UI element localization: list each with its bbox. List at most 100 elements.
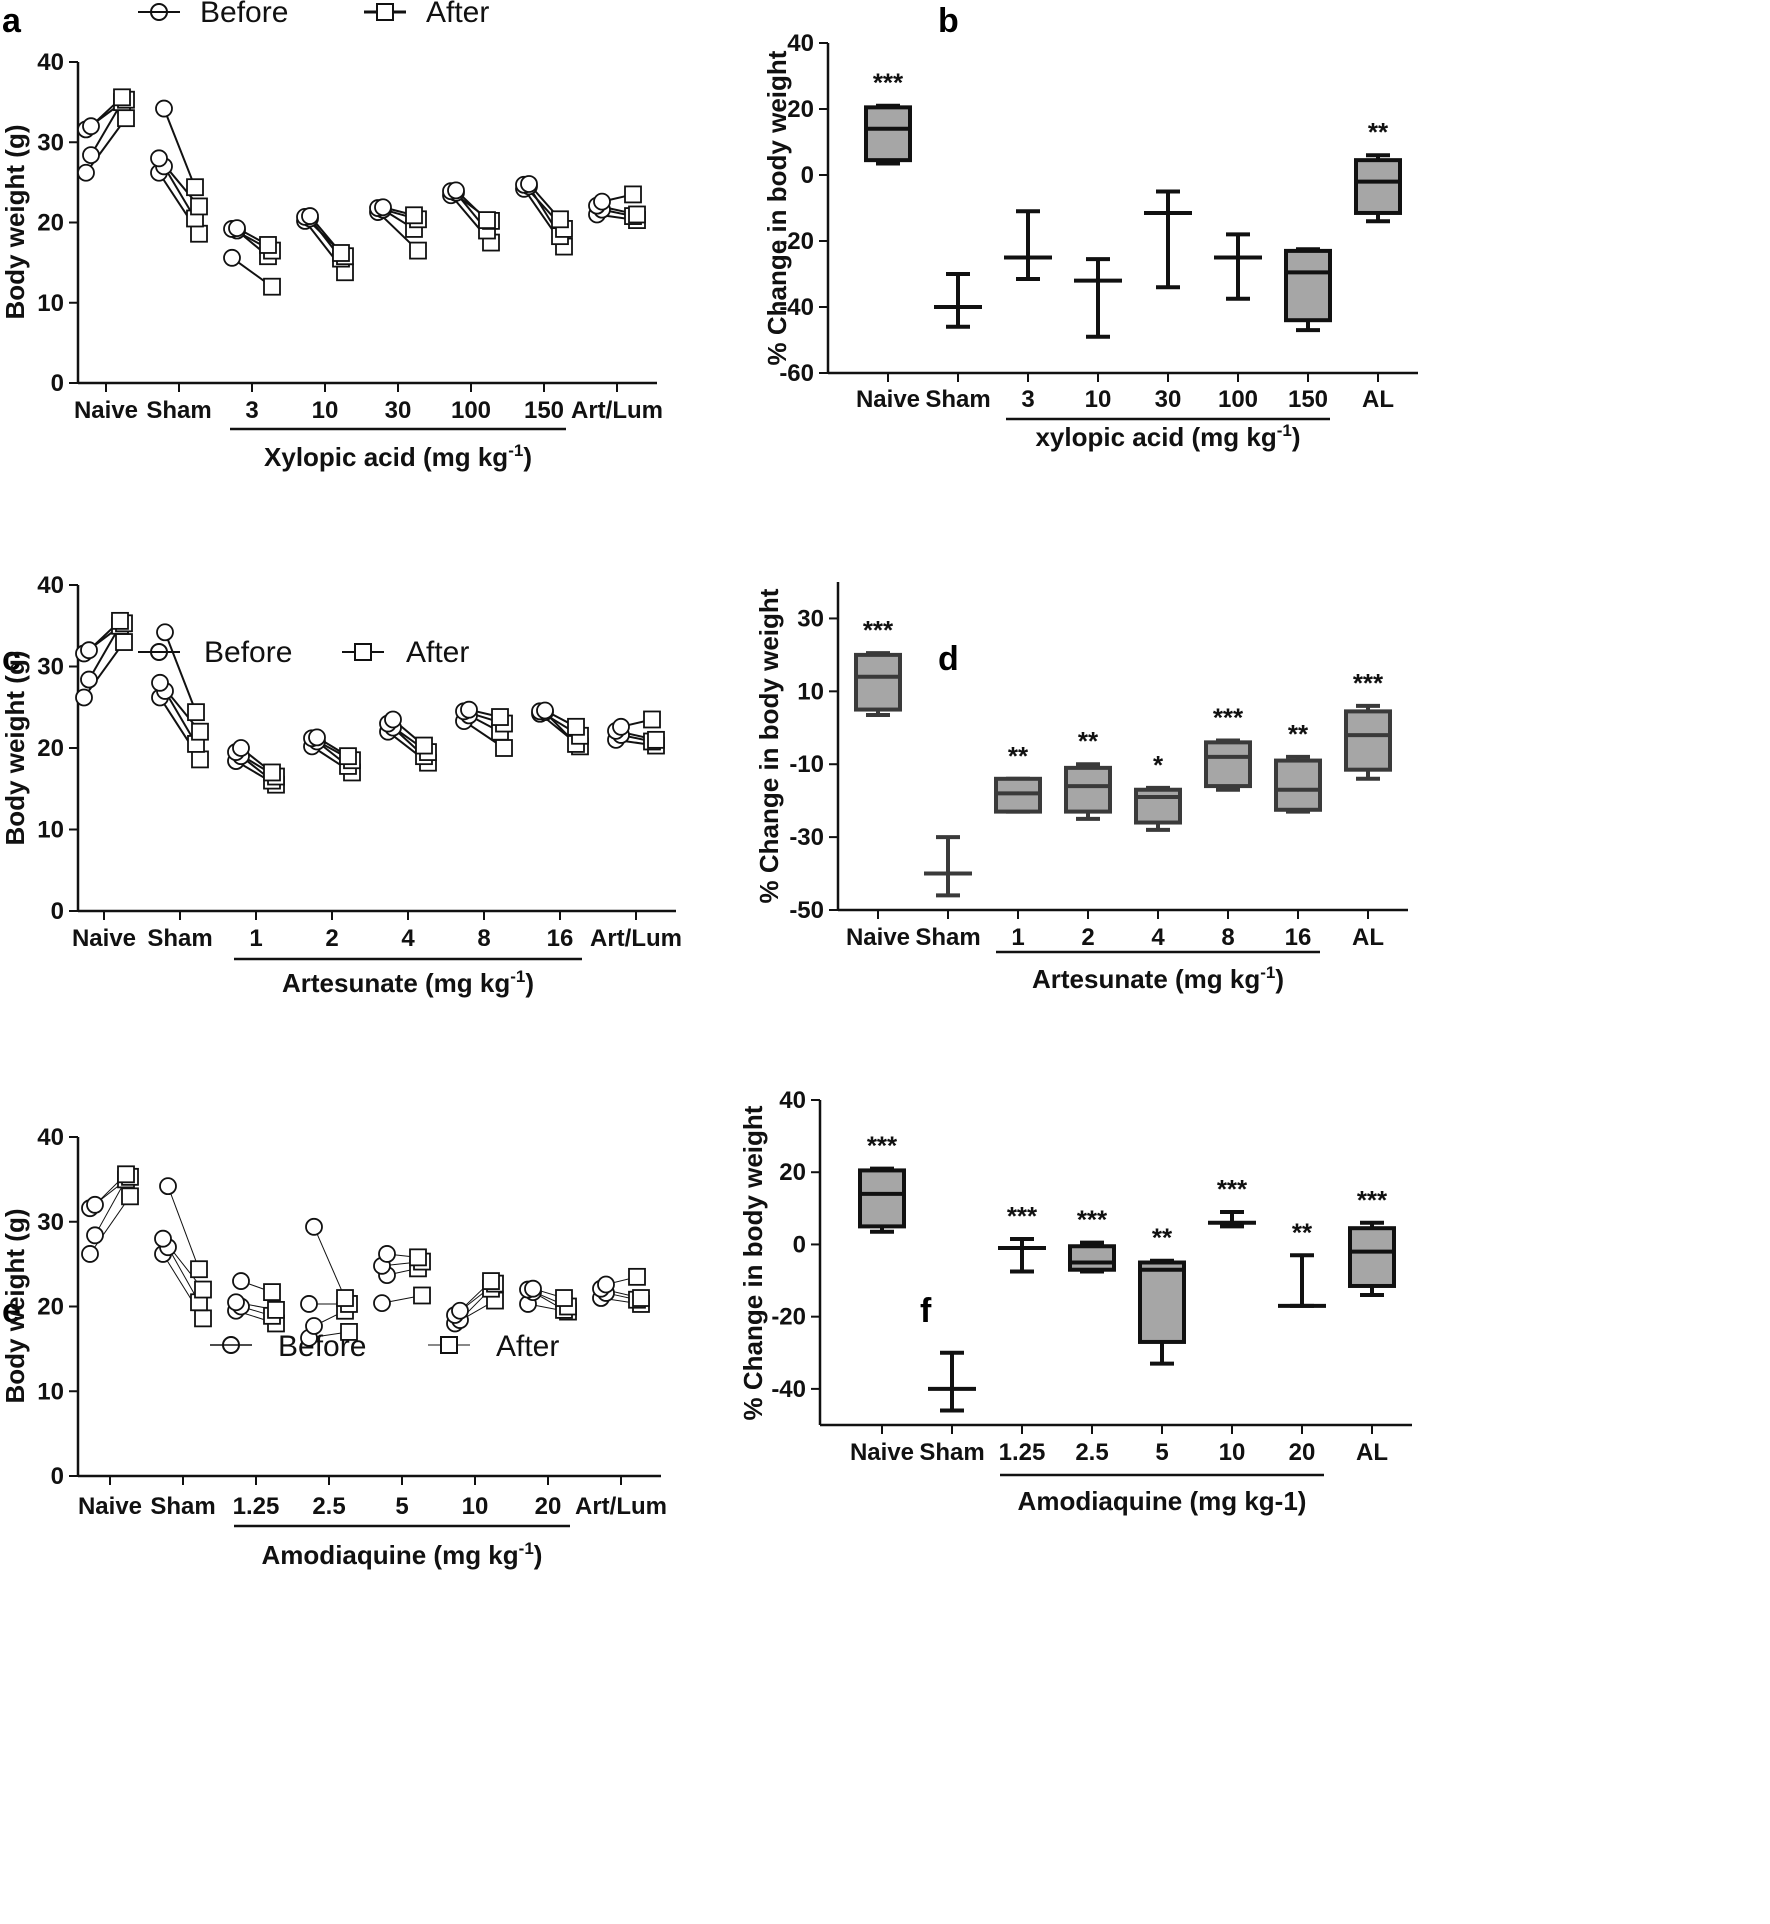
before-point [155, 99, 173, 118]
y-tick-label: 10 [37, 817, 64, 844]
group-label: Artesunate (mg kg-1) [1032, 963, 1284, 994]
boxes-d: ***** *********** [854, 615, 1392, 898]
before-point [154, 1229, 172, 1248]
x-tick-label: 10 [462, 1493, 489, 1520]
x-tick-label: 16 [1285, 924, 1312, 951]
significance-label: * [1153, 750, 1164, 780]
group-label-end: ) [534, 1540, 543, 1570]
x-tick-label: 4 [401, 925, 415, 952]
x-tick-label: 1.25 [233, 1493, 280, 1520]
y-tick-label: 40 [37, 572, 64, 599]
before-point [447, 181, 465, 200]
before-point [308, 728, 326, 747]
y-tick-label: -50 [789, 897, 824, 924]
after-point [186, 178, 204, 197]
after-point [332, 244, 350, 262]
panel-label-b: b [938, 2, 959, 40]
legend-e: Before After [210, 1330, 559, 1363]
box-iqr [1138, 1260, 1186, 1344]
x-tick-label: Sham [147, 925, 212, 952]
box-16: ** [1274, 719, 1322, 814]
after-point [567, 717, 585, 736]
y-tick-label: -30 [789, 824, 824, 851]
y-tick-label: 10 [797, 678, 824, 705]
y-tick-label: 40 [787, 30, 814, 57]
x-tick-label: 16 [547, 925, 574, 952]
x-tick-label: 1.25 [999, 1439, 1046, 1466]
x-tick-label: 30 [1155, 386, 1182, 413]
box-AL: *** [1344, 668, 1392, 781]
axes-f: -40 -20 0 20 40 Naive Sham 1.25 2.5 5 10 20 AL % Chan… [738, 1087, 1412, 1516]
after-point [190, 197, 208, 216]
axes-b: -60 -40 -20 0 20 40 Naive Sham 3 10 30 100 150 AL % Ch… [762, 30, 1418, 452]
x-tick-label: 5 [395, 1493, 408, 1520]
box-1: ** [994, 741, 1042, 814]
x-tick-label: 2.5 [312, 1493, 345, 1520]
after-point [624, 185, 642, 204]
panel-label-d: d [938, 640, 959, 678]
group-label-end: ) [523, 442, 532, 472]
before-point [86, 1195, 104, 1214]
box-100 [1214, 232, 1262, 301]
after-point [267, 1300, 285, 1319]
after-point [339, 747, 357, 766]
significance-label: *** [1077, 1205, 1108, 1235]
after-point [409, 241, 427, 260]
significance-label: *** [873, 68, 904, 98]
y-tick-label: 20 [37, 210, 64, 237]
after-point [413, 1286, 431, 1305]
box-2: ** [1064, 726, 1112, 821]
group-label: Amodiaquine (mg kg-1) [262, 1539, 543, 1570]
legend-after-marker [440, 1336, 458, 1354]
x-tick-label: 20 [1289, 1439, 1316, 1466]
box-150 [1284, 247, 1332, 333]
significance-label: ** [1152, 1223, 1173, 1253]
significance-label: *** [1357, 1185, 1388, 1215]
after-point [632, 1289, 650, 1307]
x-tick-label: 1 [249, 925, 262, 952]
after-point [113, 88, 131, 107]
box-10 [1074, 257, 1122, 339]
x-tick-label: 2.5 [1075, 1439, 1108, 1466]
y-tick-label: 40 [779, 1087, 806, 1114]
y-tick-label: 30 [37, 1209, 64, 1236]
after-point [263, 763, 281, 782]
before-point [82, 117, 100, 136]
series-e [81, 1165, 650, 1347]
y-tick-label: 0 [51, 370, 64, 397]
y-axis-label: % Change in body weight [754, 588, 784, 903]
after-point [263, 277, 281, 296]
group-label-end: ) [525, 968, 534, 998]
after-point [555, 1289, 573, 1307]
before-point [305, 1217, 323, 1236]
after-point [409, 1248, 427, 1267]
x-tick-label: AL [1356, 1439, 1388, 1466]
x-tick-label: AL [1352, 924, 1384, 951]
after-point [643, 710, 661, 729]
legend-after-label: After [406, 636, 469, 669]
x-tick-label: Naive [846, 924, 910, 951]
after-point [259, 236, 277, 254]
box-5: ** [1138, 1223, 1186, 1366]
connector-line [94, 1179, 127, 1236]
after-point [194, 1280, 212, 1299]
box-iqr [864, 105, 912, 163]
after-point [194, 1309, 212, 1328]
significance-label: *** [1217, 1174, 1248, 1204]
before-point [593, 192, 611, 211]
x-tick-label: 1 [1011, 924, 1024, 951]
box-iqr [854, 652, 902, 712]
y-tick-label: -40 [771, 1376, 806, 1403]
after-point [482, 1272, 500, 1290]
before-point [373, 1294, 391, 1313]
y-tick-label: 10 [37, 1378, 64, 1405]
after-point [191, 750, 209, 769]
y-tick-label: -40 [779, 294, 814, 321]
x-tick-label: 10 [1219, 1439, 1246, 1466]
significance-label: *** [1007, 1201, 1038, 1231]
panel-label-f: f [920, 1292, 932, 1330]
y-tick-label: 0 [51, 898, 64, 925]
x-tick-label: 3 [245, 397, 258, 424]
after-point [117, 109, 135, 128]
